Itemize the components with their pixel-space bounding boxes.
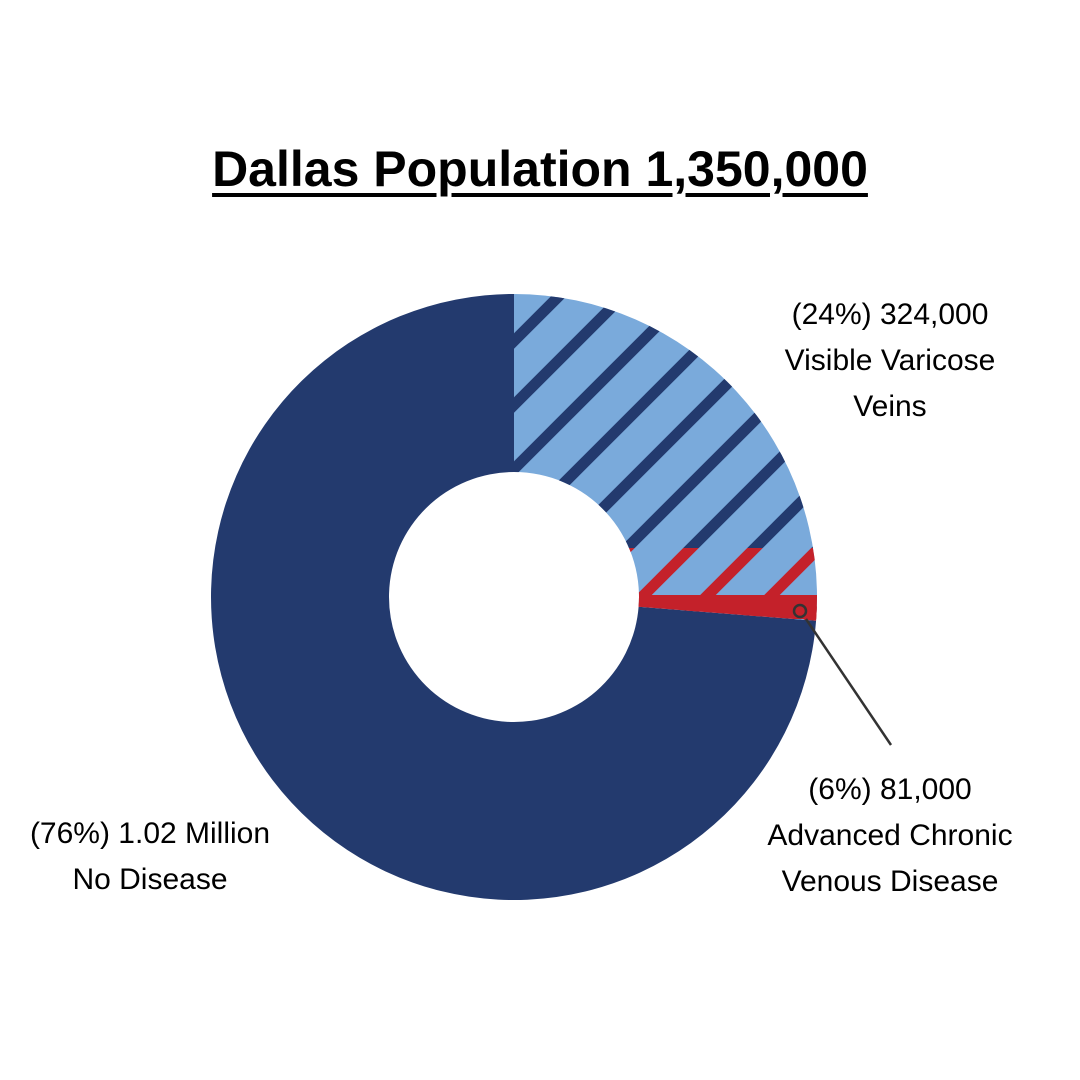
varicose-value: (24%) 324,000 xyxy=(791,298,989,331)
advanced-name-line1: Advanced Chronic xyxy=(767,819,1013,852)
slice-visible-varicose-veins xyxy=(514,294,817,621)
varicose-name-line2: Veins xyxy=(853,390,927,423)
hatch-stripe-navy xyxy=(514,294,790,548)
varicose-name-line1: Visible Varicose xyxy=(784,344,996,377)
chart-title: Dallas Population 1,350,000 xyxy=(212,141,868,197)
leader-line xyxy=(792,603,893,746)
advanced-name-line2: Venous Disease xyxy=(781,865,999,898)
label-visible-varicose-veins: (24%) 324,000 Visible Varicose Veins xyxy=(740,292,1040,430)
hatch-stripe-navy xyxy=(514,294,726,548)
nodisease-value: (76%) 1.02 Million xyxy=(29,817,271,850)
hatch-stripe-navy xyxy=(514,294,662,548)
slice-no-disease xyxy=(211,294,817,900)
advanced-value: (6%) 81,000 xyxy=(808,773,972,806)
hatch-stripe-navy xyxy=(1074,197,1080,997)
hatch-stripe-red xyxy=(1074,197,1080,997)
nodisease-name: No Disease xyxy=(72,863,228,896)
label-advanced-chronic-venous-disease: (6%) 81,000 Advanced Chronic Venous Dise… xyxy=(740,767,1040,905)
label-no-disease: (76%) 1.02 Million No Disease xyxy=(0,811,300,903)
